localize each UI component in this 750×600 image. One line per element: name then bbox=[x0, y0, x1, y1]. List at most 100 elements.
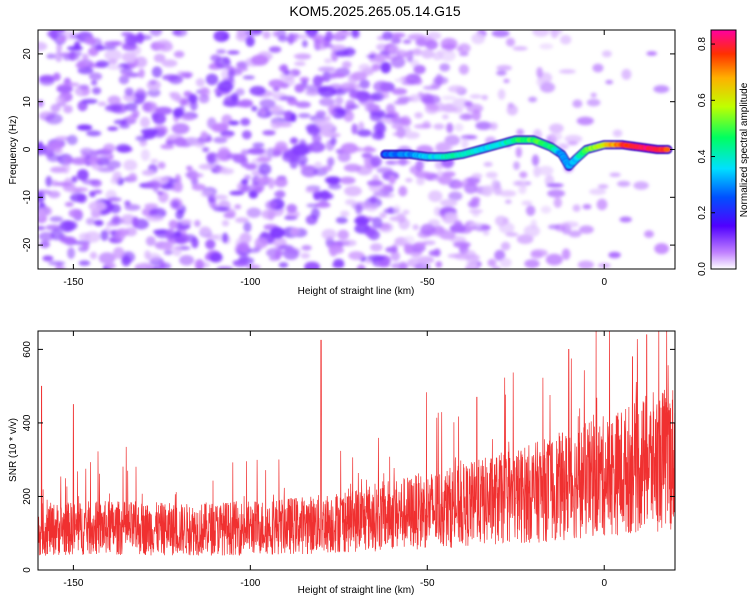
heatmap-cell bbox=[277, 35, 288, 42]
heatmap-cell bbox=[464, 182, 478, 194]
heatmap-cell bbox=[138, 68, 145, 79]
heatmap-cell bbox=[54, 181, 72, 187]
x-tick-label: -150 bbox=[63, 578, 83, 589]
heatmap-cell bbox=[200, 88, 209, 94]
heatmap-cell bbox=[113, 247, 125, 259]
heatmap-cell bbox=[331, 107, 346, 119]
heatmap-cell bbox=[175, 95, 183, 103]
heatmap-cell bbox=[372, 191, 390, 197]
heatmap-cell bbox=[52, 72, 61, 82]
heatmap-cell bbox=[385, 246, 398, 253]
heatmap-cell bbox=[382, 31, 393, 41]
spectrogram-y-ticks: -20 -10 0 10 20 bbox=[22, 48, 675, 252]
heatmap-cell bbox=[505, 199, 512, 204]
heatmap-cell bbox=[213, 30, 230, 42]
heatmap-cell bbox=[314, 161, 323, 170]
heatmap-cell bbox=[124, 204, 141, 211]
heatmap-cell bbox=[38, 226, 46, 231]
y-tick-label: 10 bbox=[22, 96, 33, 108]
heatmap-cell bbox=[180, 71, 193, 79]
heatmap-cell bbox=[494, 249, 506, 261]
heatmap-cell bbox=[100, 230, 109, 241]
heatmap-cell bbox=[370, 243, 383, 252]
heatmap-cell bbox=[146, 215, 164, 222]
heatmap-cell bbox=[149, 79, 157, 86]
heatmap-cell bbox=[262, 30, 271, 39]
heatmap-cell bbox=[304, 261, 321, 269]
heatmap-cell bbox=[355, 204, 363, 215]
heatmap-cell bbox=[328, 183, 342, 190]
heatmap-cell bbox=[487, 258, 497, 267]
heatmap-cell bbox=[212, 194, 228, 200]
heatmap-cell bbox=[364, 201, 379, 212]
heatmap-cell bbox=[390, 251, 401, 262]
heatmap-cell bbox=[94, 219, 104, 227]
heatmap-cell bbox=[211, 123, 228, 133]
heatmap-cell bbox=[179, 254, 195, 266]
heatmap-cell bbox=[159, 262, 172, 269]
heatmap-cell bbox=[408, 94, 421, 103]
heatmap-cell bbox=[325, 30, 333, 43]
heatmap-cell bbox=[113, 119, 128, 125]
heatmap-cell bbox=[440, 199, 458, 207]
heatmap-cell bbox=[61, 161, 71, 174]
heatmap-cell bbox=[483, 161, 493, 167]
heatmap-cell bbox=[217, 80, 234, 93]
heatmap-cell bbox=[128, 172, 137, 182]
heatmap-cell bbox=[233, 259, 249, 268]
heatmap-cell bbox=[274, 177, 288, 188]
heatmap-cell bbox=[420, 223, 436, 236]
heatmap-cell bbox=[572, 99, 583, 108]
heatmap-cell bbox=[131, 109, 140, 118]
heatmap-cell bbox=[403, 242, 413, 255]
heatmap-cell bbox=[250, 54, 269, 66]
heatmap-cell bbox=[481, 225, 491, 230]
heatmap-cell bbox=[54, 148, 64, 155]
heatmap-cell bbox=[550, 30, 559, 39]
heatmap-cell bbox=[97, 101, 107, 107]
heatmap-cell bbox=[110, 176, 120, 185]
heatmap-cell bbox=[100, 209, 111, 215]
heatmap-cell bbox=[161, 59, 178, 68]
heatmap-cell bbox=[391, 36, 402, 45]
heatmap-cell bbox=[323, 116, 331, 121]
x-tick-label: 0 bbox=[601, 578, 607, 589]
heatmap-cell bbox=[268, 46, 282, 53]
colorbar-gradient bbox=[710, 29, 737, 270]
heatmap-cell bbox=[172, 245, 182, 257]
heatmap-cell bbox=[92, 189, 103, 194]
heatmap-cell bbox=[483, 230, 490, 236]
heatmap-cell bbox=[572, 204, 581, 212]
heatmap-cell bbox=[444, 212, 458, 220]
heatmap-cell bbox=[259, 108, 267, 116]
heatmap-cell bbox=[348, 251, 365, 261]
heatmap-cell bbox=[380, 223, 390, 229]
heatmap-cell bbox=[327, 157, 335, 167]
heatmap-cell bbox=[76, 124, 93, 131]
heatmap-cell bbox=[495, 215, 507, 227]
heatmap-cell bbox=[379, 117, 392, 123]
heatmap-cell bbox=[144, 180, 162, 189]
heatmap-cell bbox=[49, 216, 63, 223]
heatmap-cell bbox=[316, 120, 334, 132]
heatmap-cell bbox=[617, 180, 631, 187]
heatmap-cell bbox=[453, 181, 465, 189]
snr-y-label: SNR (10 * v/v) bbox=[8, 418, 19, 482]
heatmap-cell bbox=[425, 39, 439, 50]
heatmap-cell bbox=[324, 176, 342, 184]
heatmap-cell bbox=[121, 255, 131, 267]
colorbar-label: Normalized spectral amplitude bbox=[739, 82, 750, 217]
heatmap-cell bbox=[289, 157, 298, 169]
heatmap-cell bbox=[265, 200, 277, 210]
heatmap-cell bbox=[214, 56, 231, 69]
heatmap-cell bbox=[68, 53, 80, 61]
heatmap-cell bbox=[64, 201, 74, 207]
heatmap-cell bbox=[298, 113, 311, 119]
heatmap-cell bbox=[39, 76, 55, 86]
heatmap-cell bbox=[103, 143, 116, 153]
heatmap-cell bbox=[243, 221, 252, 233]
heatmap-cell bbox=[536, 77, 543, 87]
heatmap-cell bbox=[516, 128, 525, 136]
heatmap-cell bbox=[247, 147, 265, 155]
